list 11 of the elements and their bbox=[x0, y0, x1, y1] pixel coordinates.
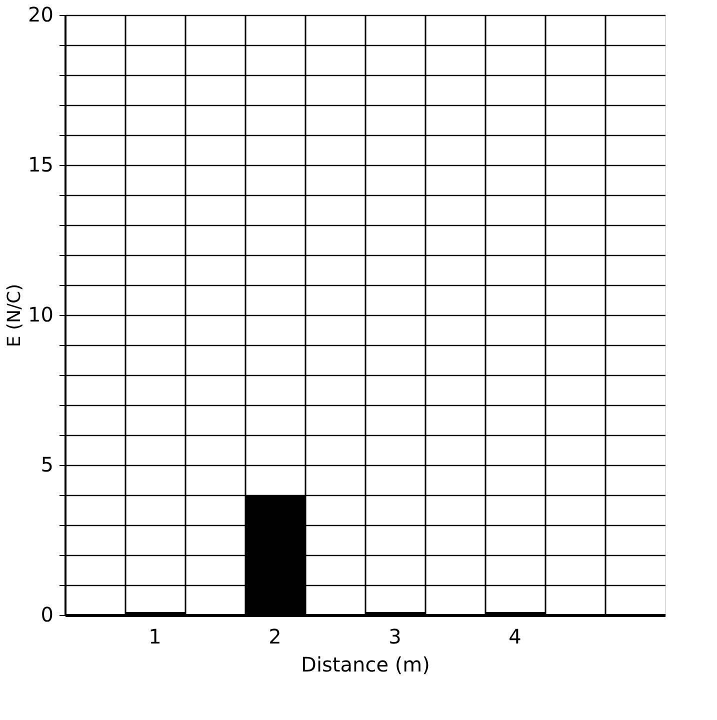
x-tick-label: 4 bbox=[508, 624, 522, 648]
y-tick-label: 10 bbox=[28, 302, 54, 326]
y-axis-title: E (N/C) bbox=[4, 284, 26, 348]
x-tick-label: 2 bbox=[268, 624, 282, 648]
x-tick-label: 1 bbox=[148, 624, 162, 648]
x-axis-title: Distance (m) bbox=[301, 652, 430, 676]
y-tick-label: 15 bbox=[28, 152, 54, 176]
y-tick-label: 0 bbox=[40, 602, 54, 626]
y-tick-label: 5 bbox=[40, 452, 54, 476]
y-tick-label: 20 bbox=[28, 2, 54, 26]
x-tick-label: 3 bbox=[388, 624, 402, 648]
